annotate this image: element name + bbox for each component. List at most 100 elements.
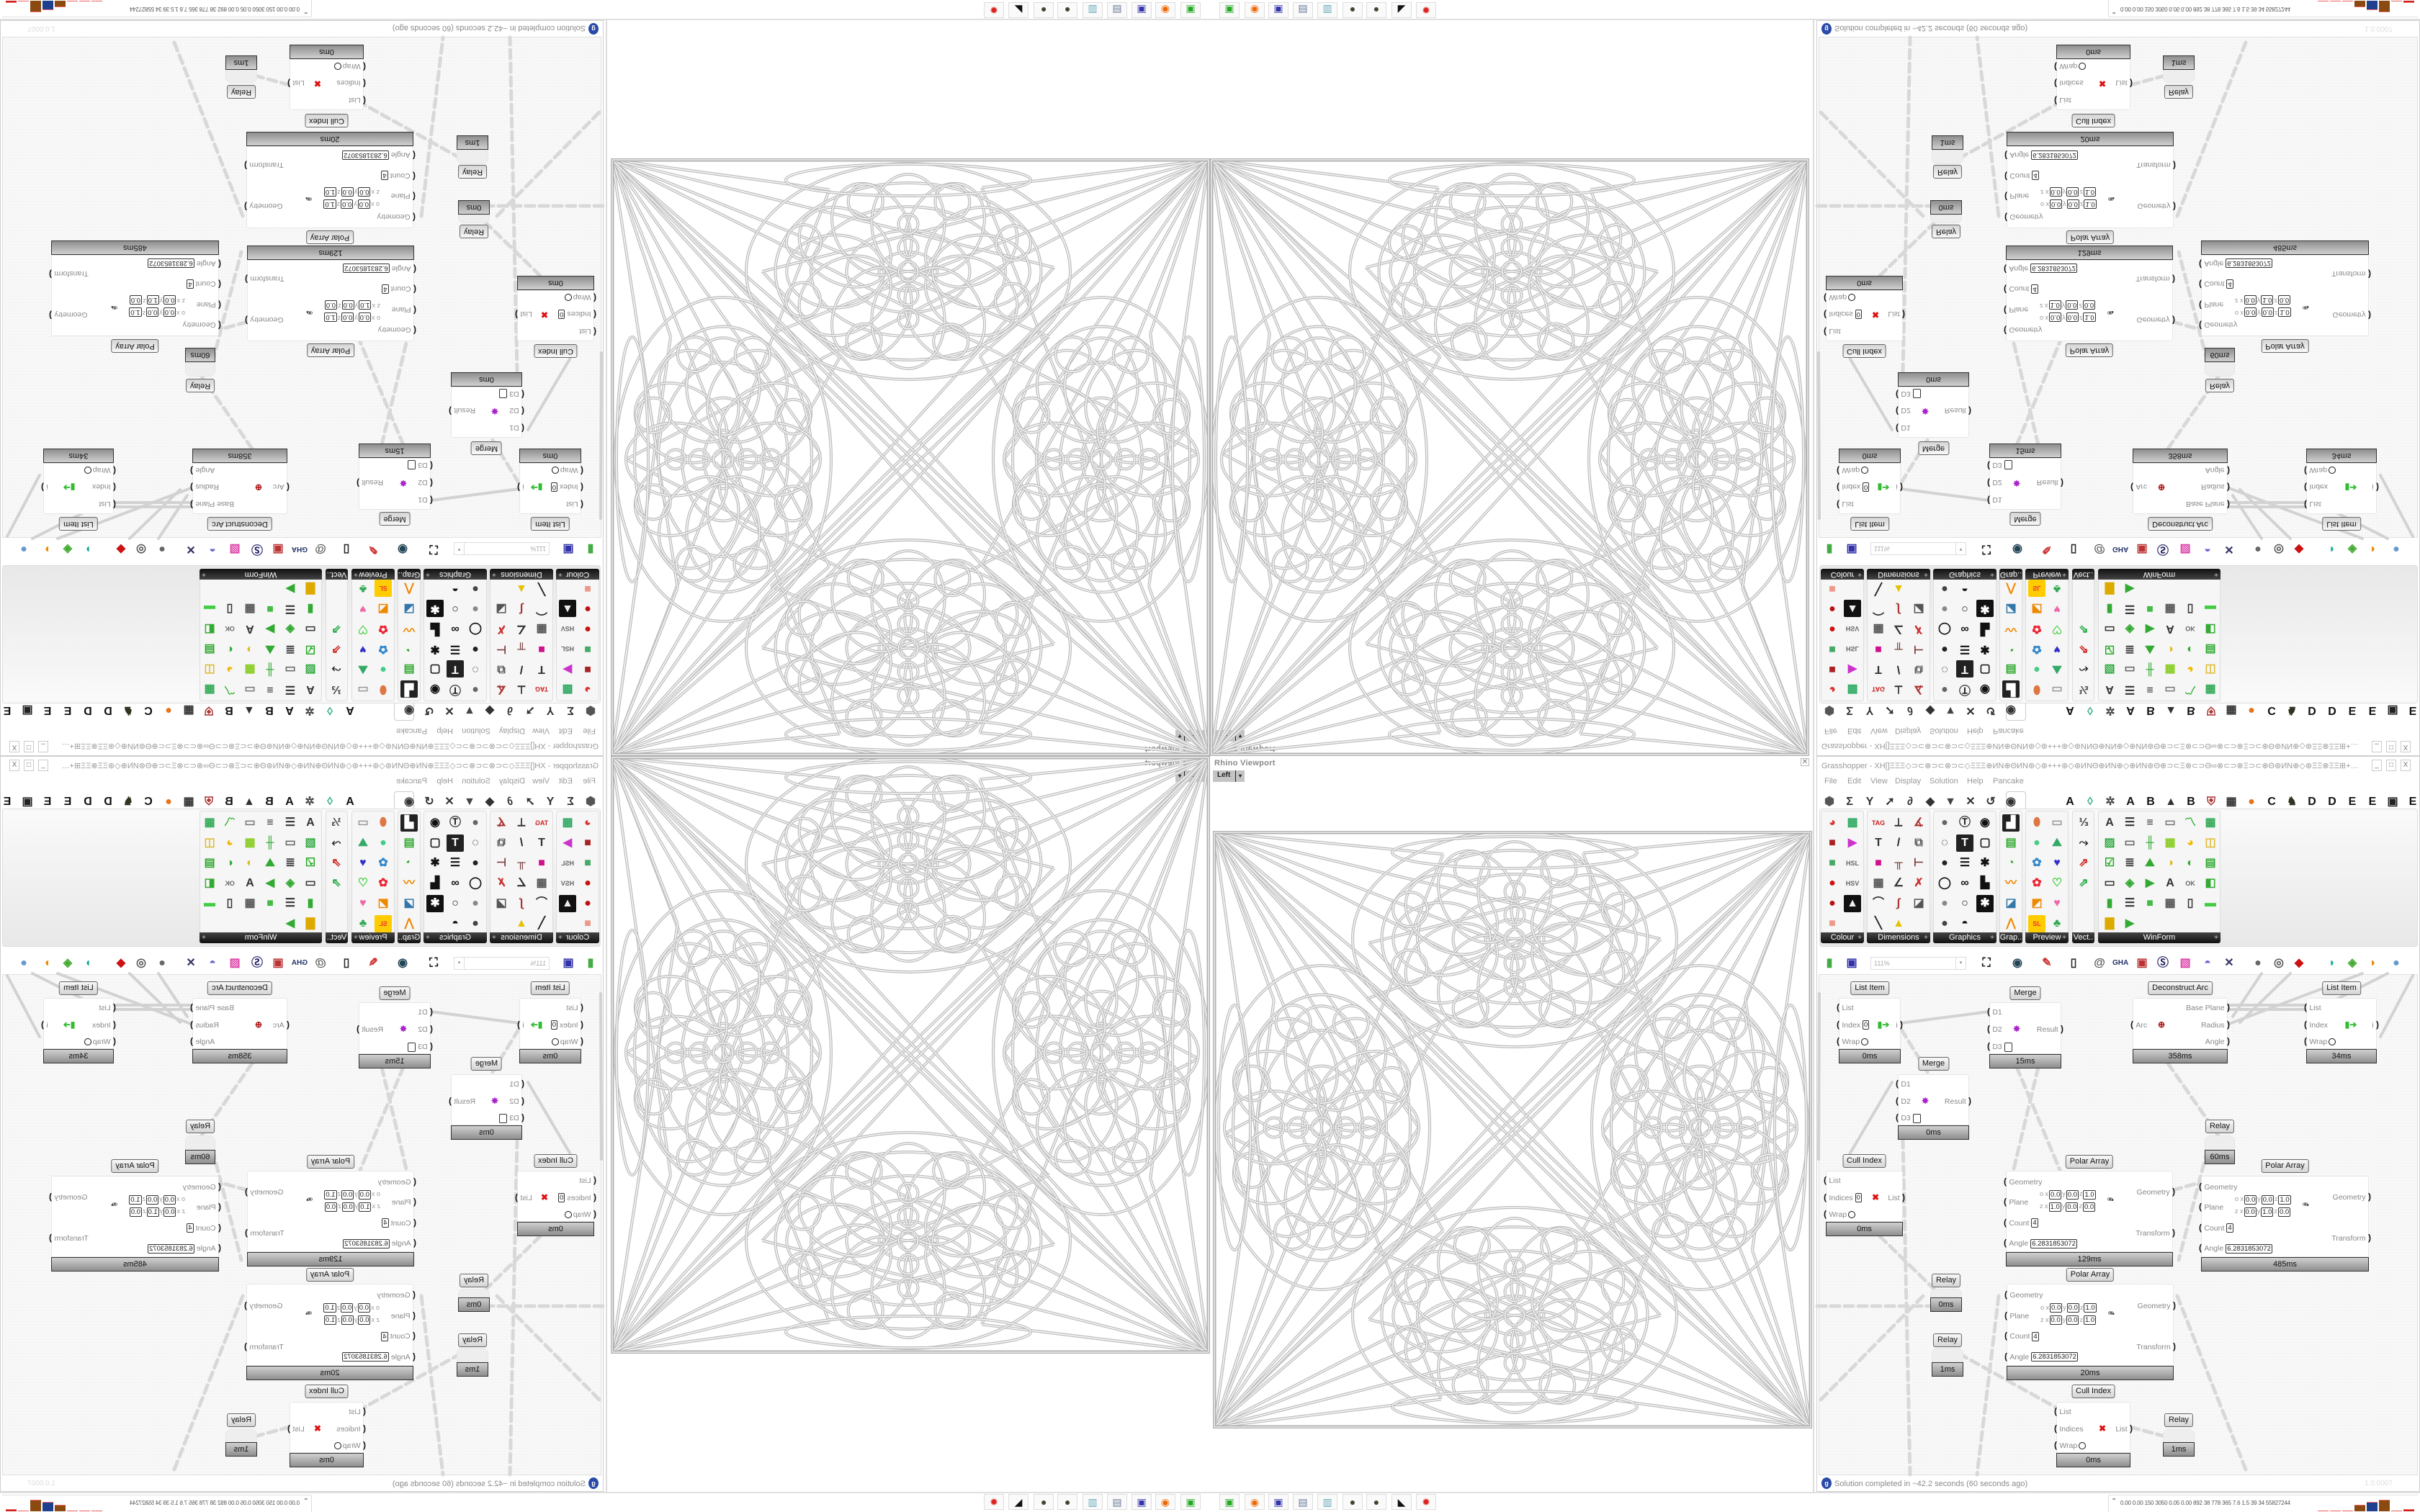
output-i[interactable]: i ) [2372,1020,2379,1030]
plane-o-y-value[interactable]: 0.0 [146,1194,159,1205]
menu-display[interactable]: Display [1895,777,1922,786]
bake-icon[interactable]: ▯ [343,543,350,555]
output-list[interactable]: List ) [1888,310,1905,320]
toggle-circle-icon[interactable] [2329,1038,2336,1046]
capture-icon[interactable]: ▣ [2136,957,2148,969]
marker-dim-icon[interactable]: ╥ [1894,643,1903,655]
node-body[interactable] [225,70,257,83]
input-port[interactable]: ( [411,264,416,275]
terminal-app-icon[interactable]: ▣ [1180,2,1201,18]
output-geometry[interactable]: Geometry ) [244,1300,282,1310]
input-d1[interactable]: ( D1 [1987,1007,2002,1017]
image-stack-icon[interactable]: ◪ [2005,603,2017,615]
pie-chart-icon[interactable]: ◔ [2007,857,2015,869]
output-port[interactable]: ) [245,274,251,285]
output-port[interactable]: ) [2373,1019,2379,1030]
d-tab-icon[interactable]: D [104,796,112,808]
output-port[interactable]: ) [1966,1095,1971,1106]
d-tab-icon[interactable]: D [2308,704,2316,716]
input-port[interactable]: ( [591,1192,596,1202]
search-icon[interactable]: Ⓢ [251,543,264,555]
output-port[interactable]: ) [244,161,250,171]
plane-o-y-value[interactable]: 0.0 [341,1189,354,1200]
expand-plus-icon[interactable]: + [1990,934,1994,942]
output-port[interactable]: ) [2169,315,2175,325]
blur-dot-icon[interactable]: ● [1941,643,1948,655]
hsv-icon[interactable]: HSV [1845,880,1860,887]
node-title[interactable]: Relay [457,1333,488,1347]
intersect-tab-icon[interactable]: ✕ [444,704,454,716]
input-arc[interactable]: ( Arc [273,1020,290,1030]
path-icon[interactable]: ⤳ [2079,837,2089,849]
colour-cube-icon[interactable]: ■ [1829,663,1836,675]
path-icon[interactable]: ⤳ [331,663,341,675]
input-port[interactable]: ( [410,192,416,202]
cross-wires-icon[interactable]: ✕ [186,543,196,555]
red-cube-icon[interactable]: ◆ [116,957,126,969]
expand-plus-icon[interactable]: + [558,570,563,578]
grid-dim-icon[interactable]: ▦ [1873,877,1884,889]
input-angle[interactable]: ( Angle6.2831853072 [341,1351,416,1362]
list-stripes-icon[interactable]: ▤ [2205,857,2216,869]
input-port[interactable]: ( [110,482,116,493]
input-port[interactable]: ( [110,500,116,510]
input-count[interactable]: ( Count4 [381,1218,416,1228]
list-icon[interactable]: ≣ [2125,643,2135,655]
mountain-tab-icon[interactable]: ▲ [243,704,255,716]
magenta-swatch-icon[interactable]: ■ [1875,857,1882,869]
line-dim-icon[interactable]: ╲ [1875,582,1882,595]
floppy-64-icon[interactable]: ▣ [1131,1494,1152,1510]
input-arc[interactable]: ( Arc [2130,1020,2147,1030]
input-value[interactable]: 6.2831853072 [148,1243,194,1254]
output-port[interactable]: ) [41,1019,47,1030]
plane-z-z-value[interactable]: 0.0 [2082,300,2096,310]
input-angle[interactable]: ( Angle6.2831853072 [147,258,221,269]
panel-label[interactable]: WinForm + [200,932,322,943]
plane-z-z-value[interactable]: 1.0 [323,187,337,197]
plane-o-z-value[interactable]: 1.0 [323,1302,336,1313]
input-plane[interactable]: ( Plane [392,1197,416,1207]
input-port[interactable]: ( [427,1024,433,1034]
input-port[interactable]: ( [110,1002,116,1012]
curve-tab-icon[interactable]: ∂ [1907,796,1913,808]
input-geometry[interactable]: ( Geometry [377,1290,416,1300]
plane-o-z-value[interactable]: 1.0 [2083,312,2096,323]
panel-label[interactable]: Dimensions + [490,569,553,580]
vscroll-icon[interactable]: ▯ [2187,897,2194,909]
node-body[interactable]: ( D1( D2( D3 Result ) ✸ [357,458,433,510]
output-port[interactable]: ) [2224,482,2230,493]
toggle-icon[interactable]: ◧ [2205,877,2216,889]
egg-icon[interactable]: ⬮ [2033,816,2041,829]
node-body[interactable]: ( Arc Base Plane ) Radius ) Angle ) ⊕ [190,998,290,1049]
maximize-button[interactable]: □ [24,760,34,771]
input-port[interactable]: ( [411,325,416,336]
input-indices[interactable]: ( Indices0 [557,309,596,320]
expand-plus-icon[interactable]: + [2214,934,2218,942]
red-sphere-2-icon[interactable]: ● [584,897,591,909]
output-port[interactable]: ) [449,406,454,417]
input-value[interactable]: 6.2831853072 [2226,1243,2272,1254]
plane-z-z-value[interactable]: 0.0 [324,300,338,310]
seed-app-2-icon[interactable]: ● [1034,2,1054,18]
people-icon[interactable]: ◐ [2187,643,2194,655]
slider-icon[interactable]: ▭ [284,663,296,675]
pie-chart-icon[interactable]: ◔ [405,643,413,655]
angle-dim-icon[interactable]: ∡ [1913,683,1924,696]
input-port[interactable]: ( [410,1310,416,1320]
input-plane[interactable]: ( Plane [392,305,416,315]
list-circle-icon[interactable]: ☰ [449,857,461,869]
rgb-cube-icon[interactable]: ■ [584,643,591,655]
angle-dim-icon[interactable]: ∡ [496,816,507,829]
plane-z-y-value[interactable]: 0.0 [2066,1202,2079,1212]
transform-tab-icon[interactable]: ↺ [1986,796,1996,808]
picture-icon[interactable]: ⛰ [265,857,275,869]
gray-bulb-icon[interactable]: ● [2254,543,2262,555]
text-circle-icon[interactable]: Ⓣ [1958,816,1971,829]
expand-plus-icon[interactable]: + [492,570,496,578]
output-transform[interactable]: Transform ) [2331,1233,2371,1243]
chart-icon[interactable]: 〽 [224,683,236,696]
minimize-button[interactable]: _ [2372,760,2382,771]
rounded-square-icon[interactable]: ▢ [1979,663,1991,675]
